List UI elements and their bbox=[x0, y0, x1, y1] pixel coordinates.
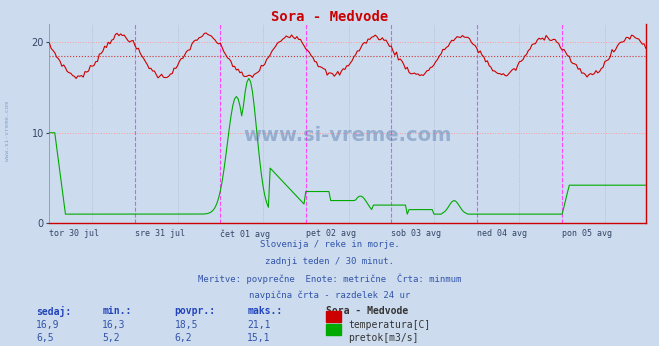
Text: www.si-vreme.com: www.si-vreme.com bbox=[243, 126, 452, 145]
Text: maks.:: maks.: bbox=[247, 306, 282, 316]
Text: Sora - Medvode: Sora - Medvode bbox=[271, 10, 388, 24]
Text: 6,5: 6,5 bbox=[36, 333, 54, 343]
Text: sob 03 avg: sob 03 avg bbox=[391, 229, 442, 238]
Text: 18,5: 18,5 bbox=[175, 320, 198, 330]
Text: pet 02 avg: pet 02 avg bbox=[306, 229, 356, 238]
Text: čet 01 avg: čet 01 avg bbox=[220, 229, 270, 238]
Text: tor 30 jul: tor 30 jul bbox=[49, 229, 100, 238]
Text: 21,1: 21,1 bbox=[247, 320, 271, 330]
Text: Meritve: povprečne  Enote: metrične  Črta: minmum: Meritve: povprečne Enote: metrične Črta:… bbox=[198, 274, 461, 284]
Text: ned 04 avg: ned 04 avg bbox=[476, 229, 527, 238]
Text: zadnji teden / 30 minut.: zadnji teden / 30 minut. bbox=[265, 257, 394, 266]
Text: 16,9: 16,9 bbox=[36, 320, 60, 330]
Text: povpr.:: povpr.: bbox=[175, 306, 215, 316]
Text: sedaj:: sedaj: bbox=[36, 306, 71, 317]
Text: 6,2: 6,2 bbox=[175, 333, 192, 343]
Text: pon 05 avg: pon 05 avg bbox=[562, 229, 612, 238]
Text: Slovenija / reke in morje.: Slovenija / reke in morje. bbox=[260, 240, 399, 249]
Text: 16,3: 16,3 bbox=[102, 320, 126, 330]
Text: 5,2: 5,2 bbox=[102, 333, 120, 343]
Text: navpična črta - razdelek 24 ur: navpična črta - razdelek 24 ur bbox=[249, 290, 410, 300]
Text: min.:: min.: bbox=[102, 306, 132, 316]
Text: temperatura[C]: temperatura[C] bbox=[349, 320, 431, 330]
Text: sre 31 jul: sre 31 jul bbox=[135, 229, 185, 238]
Text: pretok[m3/s]: pretok[m3/s] bbox=[349, 333, 419, 343]
Text: 15,1: 15,1 bbox=[247, 333, 271, 343]
Text: www.si-vreme.com: www.si-vreme.com bbox=[5, 101, 11, 162]
Text: Sora - Medvode: Sora - Medvode bbox=[326, 306, 409, 316]
